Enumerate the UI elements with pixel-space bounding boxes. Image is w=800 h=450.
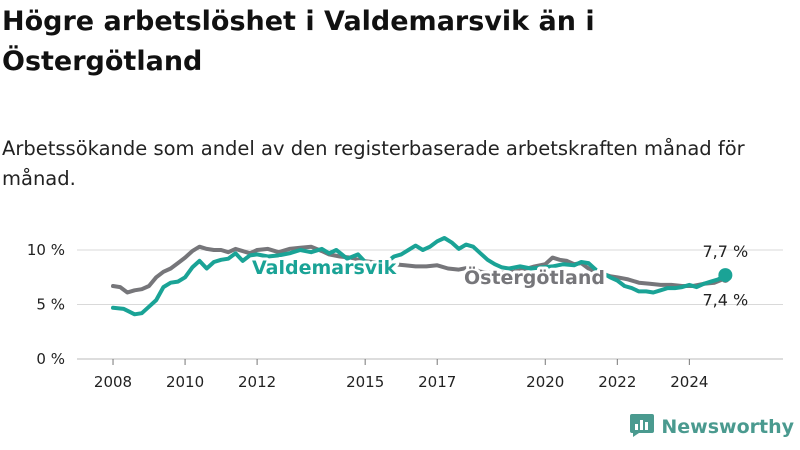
x-tick-label: 2022 — [598, 373, 636, 391]
series-label: Östergötland — [464, 265, 605, 289]
series-line-valdemarsvik — [111, 236, 728, 317]
y-tick-label: 10 % — [27, 241, 65, 259]
brand-name: Newsworthy — [661, 416, 794, 438]
series-lines — [111, 236, 733, 317]
x-tick-label: 2017 — [418, 373, 456, 391]
x-tick-labels: 2008 2010 2012 2015 2017 2020 2022 2024 — [94, 373, 709, 391]
y-tick-label: 0 % — [36, 350, 65, 368]
x-tick-label: 2015 — [346, 373, 384, 391]
x-tick-label: 2020 — [526, 373, 564, 391]
y-tick-labels: 0 % 5 % 10 % — [27, 241, 65, 368]
chart-title: Högre arbetslöshet i Valdemarsvik än i Ö… — [2, 6, 595, 77]
series-label: Valdemarsvik — [252, 257, 397, 279]
series-labels: Valdemarsvik Östergötland 7,7 % 7,4 % — [249, 242, 749, 309]
x-tick-label: 2008 — [94, 373, 132, 391]
newsworthy-logo: Newsworthy — [629, 412, 794, 442]
y-tick-label: 5 % — [36, 296, 65, 314]
newsworthy-logo-icon — [629, 412, 655, 442]
series-end-point — [718, 268, 733, 283]
end-value-label: 7,4 % — [703, 290, 749, 309]
chart-subtitle: Arbetssökande som andel av den registerb… — [2, 137, 745, 190]
series-line-ostergotland — [111, 244, 728, 295]
x-tick-label: 2012 — [238, 373, 276, 391]
end-value-label: 7,7 % — [703, 242, 749, 261]
x-tick-label: 2024 — [670, 373, 708, 391]
x-tick-label: 2010 — [166, 373, 204, 391]
